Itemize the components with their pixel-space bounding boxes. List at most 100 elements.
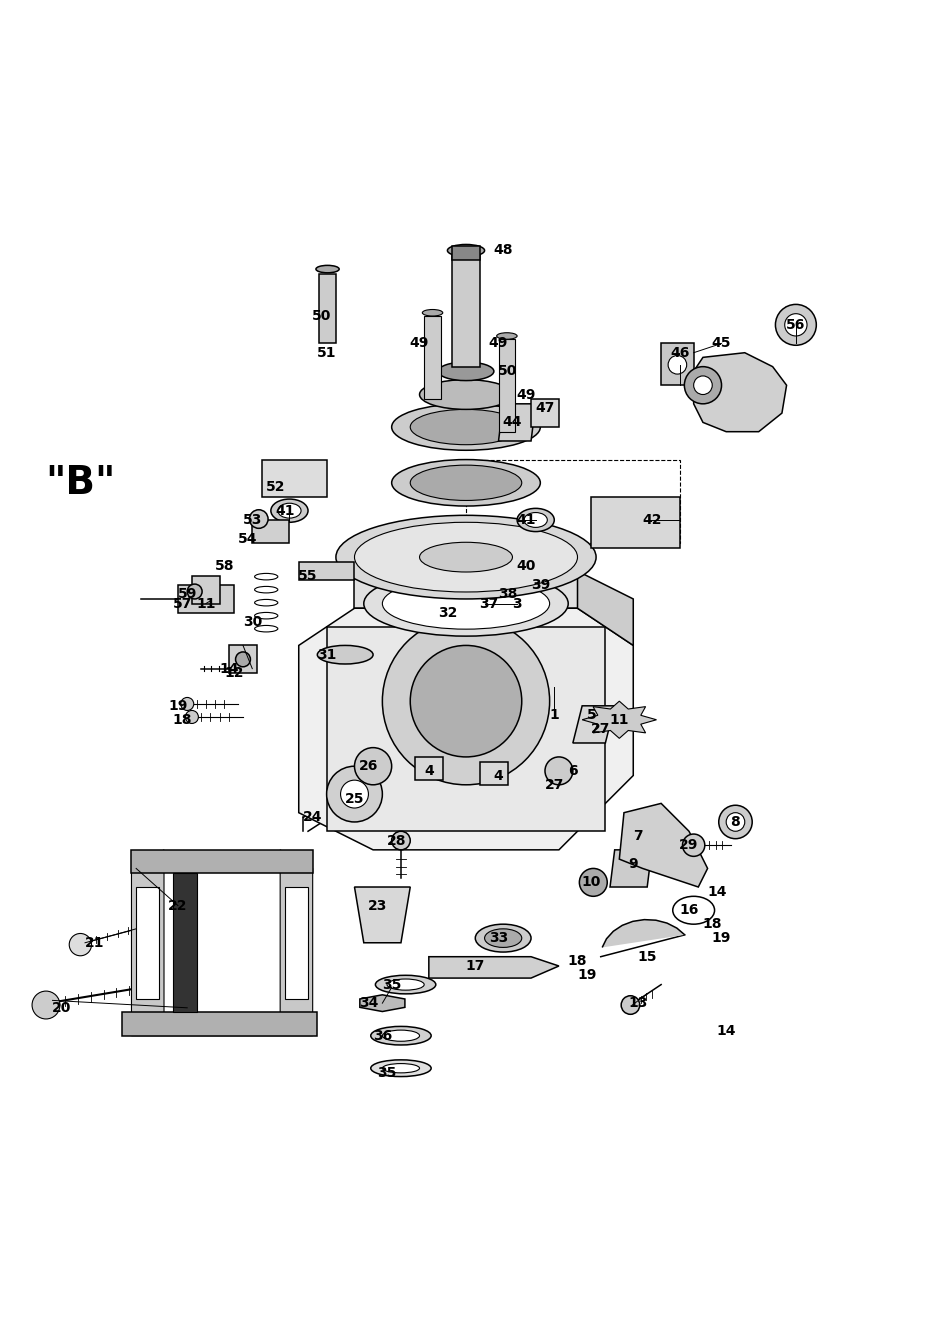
FancyBboxPatch shape: [452, 255, 480, 367]
Text: 49: 49: [410, 336, 430, 351]
FancyBboxPatch shape: [424, 316, 441, 400]
Text: 7: 7: [633, 829, 643, 843]
Text: 17: 17: [466, 959, 485, 973]
Text: 18: 18: [172, 713, 192, 726]
Text: 34: 34: [359, 996, 378, 1011]
Polygon shape: [178, 586, 234, 614]
Text: 27: 27: [544, 778, 564, 791]
Text: 36: 36: [373, 1029, 392, 1042]
Polygon shape: [452, 246, 480, 260]
Circle shape: [775, 304, 816, 345]
Text: 25: 25: [345, 791, 364, 806]
Text: 58: 58: [214, 559, 234, 574]
Text: 3: 3: [513, 596, 522, 611]
Text: 50: 50: [498, 364, 517, 378]
Text: 18: 18: [568, 955, 587, 968]
Text: 39: 39: [530, 578, 550, 592]
Text: 19: 19: [169, 699, 187, 713]
Polygon shape: [229, 645, 257, 673]
Ellipse shape: [382, 1064, 419, 1073]
Polygon shape: [499, 404, 536, 441]
Text: 33: 33: [489, 931, 508, 946]
FancyBboxPatch shape: [285, 887, 308, 999]
Circle shape: [668, 356, 687, 374]
Text: 18: 18: [703, 918, 722, 931]
Polygon shape: [592, 497, 679, 548]
Polygon shape: [415, 757, 443, 780]
Circle shape: [32, 991, 60, 1019]
Ellipse shape: [354, 522, 578, 592]
Text: 15: 15: [637, 950, 657, 964]
Circle shape: [622, 996, 639, 1015]
Text: 35: 35: [377, 1066, 397, 1080]
Ellipse shape: [278, 503, 301, 518]
Circle shape: [410, 645, 522, 757]
Polygon shape: [360, 995, 404, 1012]
Ellipse shape: [371, 1060, 432, 1077]
Text: 40: 40: [516, 559, 536, 574]
Text: 23: 23: [368, 899, 388, 912]
Circle shape: [719, 805, 752, 839]
Text: 9: 9: [628, 857, 638, 871]
Text: 13: 13: [628, 996, 648, 1011]
Circle shape: [326, 766, 382, 822]
Text: 22: 22: [168, 899, 187, 912]
Text: 4: 4: [494, 769, 503, 782]
Circle shape: [236, 652, 251, 667]
Text: 8: 8: [731, 815, 740, 829]
Circle shape: [181, 697, 194, 710]
Ellipse shape: [485, 928, 522, 947]
Text: 35: 35: [382, 977, 402, 992]
Text: 19: 19: [712, 931, 732, 946]
Text: 47: 47: [535, 401, 555, 416]
Circle shape: [682, 834, 705, 857]
Polygon shape: [326, 627, 606, 831]
Text: 5: 5: [586, 708, 596, 722]
FancyBboxPatch shape: [136, 887, 159, 999]
Polygon shape: [661, 344, 693, 385]
Text: 14: 14: [219, 661, 239, 676]
Circle shape: [250, 510, 268, 529]
Ellipse shape: [419, 542, 513, 572]
Ellipse shape: [376, 975, 436, 993]
Ellipse shape: [363, 571, 569, 636]
Text: 4: 4: [424, 764, 433, 778]
Polygon shape: [354, 571, 578, 608]
Text: 28: 28: [387, 834, 406, 847]
Polygon shape: [131, 850, 312, 872]
Ellipse shape: [336, 515, 596, 599]
Text: 44: 44: [502, 416, 522, 429]
Polygon shape: [192, 576, 220, 604]
Text: 11: 11: [610, 713, 629, 726]
Polygon shape: [131, 850, 312, 1036]
Polygon shape: [299, 608, 633, 850]
Text: 26: 26: [359, 760, 378, 773]
Text: 37: 37: [480, 596, 499, 611]
Polygon shape: [620, 803, 707, 887]
Ellipse shape: [497, 333, 517, 339]
Text: 21: 21: [85, 936, 104, 950]
Text: 14: 14: [707, 884, 727, 899]
Text: 59: 59: [177, 587, 197, 602]
Text: 19: 19: [577, 968, 596, 983]
Polygon shape: [480, 761, 508, 785]
Text: 41: 41: [275, 503, 295, 518]
Text: 31: 31: [317, 648, 336, 661]
Ellipse shape: [422, 309, 443, 316]
Circle shape: [726, 813, 745, 831]
Polygon shape: [173, 872, 197, 1012]
Polygon shape: [610, 850, 651, 887]
Text: 41: 41: [516, 513, 536, 527]
Text: 27: 27: [591, 722, 610, 736]
Text: 20: 20: [52, 1001, 72, 1015]
Text: 16: 16: [679, 903, 699, 918]
FancyBboxPatch shape: [319, 274, 336, 344]
Circle shape: [354, 748, 391, 785]
Ellipse shape: [517, 509, 555, 531]
Circle shape: [580, 869, 608, 896]
Circle shape: [545, 757, 573, 785]
FancyBboxPatch shape: [499, 339, 515, 432]
Circle shape: [69, 934, 91, 956]
Text: 55: 55: [298, 568, 318, 583]
Text: 42: 42: [642, 513, 662, 527]
